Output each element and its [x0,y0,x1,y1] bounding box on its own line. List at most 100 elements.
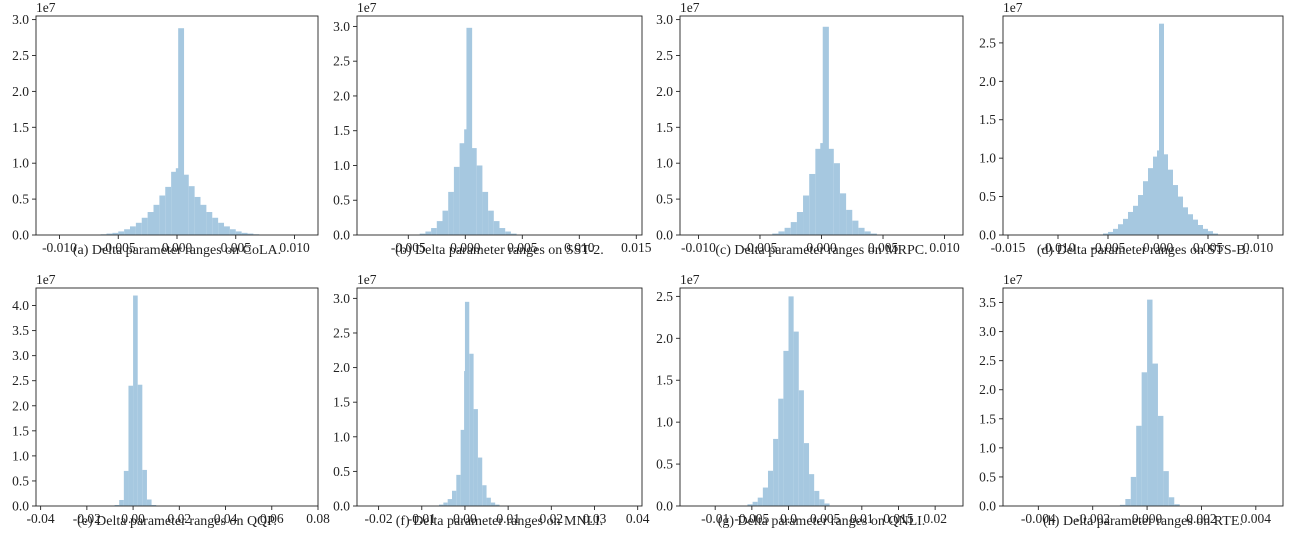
y-tick-label: 3.0 [979,324,996,339]
histogram-bar [1173,185,1178,235]
histogram-bar [482,485,487,506]
histogram-bar [1183,207,1188,235]
y-tick-label: 0.5 [12,192,29,207]
histogram-bar [1153,156,1158,235]
x-tick-label: 0.000 [450,240,481,255]
y-tick-label: 1.0 [333,429,350,444]
histogram-bar [471,148,477,235]
x-tick-label: -0.004 [1021,511,1056,526]
y-tick-label: 2.0 [656,331,673,346]
histogram-bar [182,174,189,235]
histogram-bar [793,331,799,506]
x-tick-label: 0.005 [810,511,841,526]
y-tick-label: 1.0 [12,156,29,171]
histogram-bar [106,233,113,235]
histogram-bar [1138,195,1143,235]
histogram-bar [464,301,470,506]
x-tick-label: 0.02 [923,511,947,526]
axes-frame [679,287,964,507]
y-tick-label: 3.0 [12,12,29,27]
y-tick-label: 0.0 [979,499,996,514]
histogram-bar [1188,214,1193,235]
x-tick-label: -0.010 [42,240,77,255]
histogram-bar [431,228,437,235]
histogram-bar [439,504,444,506]
histogram-bar [194,196,201,235]
histogram-bar [119,499,124,506]
y-tick-label: 3.5 [12,323,29,338]
y-tick-label: 2.5 [979,35,996,50]
y-tick-label: 0.5 [979,189,996,204]
y-tick-label: 0.0 [656,228,673,243]
x-tick-label: 0.0 [780,511,797,526]
x-tick-label: 0.06 [260,511,284,526]
histogram-bar [142,469,147,506]
y-tick-label: 2.5 [656,289,673,304]
histogram-bar [833,163,840,235]
y-tick-label: 1.5 [979,411,996,426]
histogram-bar [460,429,465,506]
y-tick-label: 0.5 [979,469,996,484]
y-tick-label: 1.0 [333,158,350,173]
histogram-bar [784,227,791,235]
panel-caption: (c) Delta parameter ranges on MRPC. [715,243,927,258]
histogram-bar [499,228,506,235]
y-tick-label: 3.0 [12,348,29,363]
y-tick-label: 3.0 [333,19,350,34]
y-tick-label: 2.5 [979,353,996,368]
histogram-bar [1130,476,1137,506]
histogram-bar [448,191,454,235]
axes-frame [1002,287,1284,507]
histogram-bar [241,232,248,235]
axis-multiplier: 1e7 [1003,272,1023,287]
histogram-bar [488,210,494,235]
histogram-bar [123,470,129,506]
y-tick-label: 0.0 [12,228,29,243]
histogram-bar [482,191,489,235]
histogram-bar [224,226,230,235]
histogram-bar [469,353,474,506]
histogram-panel-a: -0.010 -0.005 0.000 0.005 0.010 0.0 0.5 1.0 1.5 2… [12,0,319,258]
histogram-bar [112,232,119,235]
histogram-bar [1147,299,1153,506]
histogram-bar [1118,224,1123,235]
histogram-bar [200,204,207,235]
histogram-bar [1168,497,1175,506]
x-tick-label: 0.002 [1186,511,1216,526]
y-tick-label: 2.5 [12,373,29,388]
histogram-bar [229,229,236,235]
histogram-bar [235,231,242,235]
histogram-bar [822,26,829,235]
x-tick-label: 0.01 [850,511,874,526]
histogram-panel-b: -0.005 0.000 0.005 0.010 0.015 0.0 0.5 1.0 1.5 2.… [333,0,652,258]
histogram-bar [772,233,779,235]
histogram-panel-d: -0.015 -0.010 -0.005 0.000 0.005 0.010 0.0 0.5 1… [979,0,1284,258]
x-tick-label: -0.005 [734,511,769,526]
panel-caption: (f) Delta parameter ranges on MNLI. [396,514,604,529]
x-tick-label: -0.002 [1075,511,1110,526]
histogram-bar [1163,471,1169,506]
y-tick-label: 0.0 [12,499,29,514]
y-tick-label: 0.5 [656,457,673,472]
histogram-bar [151,505,157,506]
histogram-bar [133,295,138,506]
histogram-bar [443,502,448,506]
y-tick-label: 0.0 [333,228,350,243]
histogram-bar [425,231,432,235]
y-tick-label: 2.0 [333,88,350,103]
x-tick-label: -0.02 [73,511,101,526]
y-tick-label: 0.5 [12,473,29,488]
histogram-bar [1141,372,1148,506]
histogram-bar [1119,504,1126,506]
x-tick-label: 0.000 [1132,511,1163,526]
histogram-bar [846,209,853,235]
histogram-bar [809,474,815,506]
histogram-bar [495,504,500,506]
histogram-bar [1113,228,1118,235]
histogram-panel-f: -0.02 -0.01 0.00 0.01 0.02 0.03 0.04 0.0 0.5 1.0 1… [333,272,650,529]
histogram-bar [510,233,517,235]
x-tick-label: 0.08 [306,511,330,526]
histogram-bar [783,350,789,506]
histogram-bar [839,193,847,235]
